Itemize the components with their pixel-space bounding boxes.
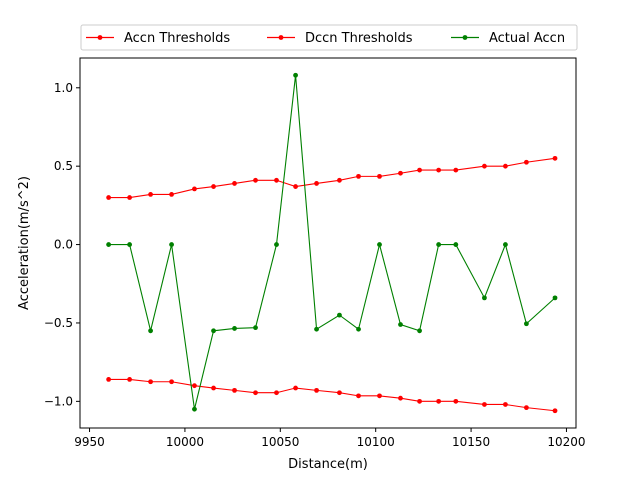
data-point-accn-thresholds bbox=[356, 173, 361, 179]
data-point-accn-thresholds bbox=[293, 184, 298, 189]
data-point-accn-thresholds bbox=[274, 177, 279, 183]
data-point-dccn-thresholds bbox=[377, 393, 382, 399]
x-tick-label: 10150 bbox=[452, 435, 490, 449]
data-point-accn-thresholds bbox=[211, 184, 216, 189]
data-point-actual-accn bbox=[417, 328, 422, 334]
data-point-accn-thresholds bbox=[398, 170, 403, 176]
data-point-actual-accn bbox=[356, 326, 361, 332]
x-tick-label: 9950 bbox=[74, 435, 105, 449]
data-point-actual-accn bbox=[293, 72, 298, 78]
y-axis: −1.0 −0.5 0.0 0.5 1.0 bbox=[44, 81, 80, 408]
data-point-accn-thresholds bbox=[106, 195, 112, 200]
data-point-dccn-thresholds bbox=[503, 402, 508, 407]
data-point-dccn-thresholds bbox=[211, 385, 216, 391]
data-point-actual-accn bbox=[503, 242, 508, 247]
data-point-accn-thresholds bbox=[314, 181, 319, 186]
x-tick-label: 10100 bbox=[357, 435, 395, 449]
x-axis: 9950 10000 10050 10100 10150 10200 bbox=[74, 428, 586, 449]
series-line-dccn-thresholds bbox=[108, 378, 556, 412]
data-point-accn-thresholds bbox=[482, 163, 487, 169]
x-tick-label: 10000 bbox=[166, 435, 204, 449]
data-point-dccn-thresholds bbox=[192, 383, 197, 389]
data-point-accn-thresholds bbox=[232, 181, 237, 186]
data-point-dccn-thresholds bbox=[436, 398, 442, 404]
data-point-actual-accn bbox=[524, 321, 529, 327]
data-point-actual-accn bbox=[453, 242, 459, 247]
data-point-actual-accn bbox=[436, 242, 442, 247]
data-point-actual-accn bbox=[232, 326, 237, 331]
data-point-accn-thresholds bbox=[169, 191, 174, 197]
data-point-dccn-thresholds bbox=[253, 390, 258, 396]
data-point-dccn-thresholds bbox=[232, 387, 237, 393]
data-point-dccn-thresholds bbox=[482, 402, 487, 407]
y-tick-label: 1.0 bbox=[54, 81, 73, 95]
data-point-accn-thresholds bbox=[436, 167, 442, 173]
data-point-accn-thresholds bbox=[453, 167, 459, 173]
data-point-dccn-thresholds bbox=[552, 408, 558, 414]
legend-marker bbox=[278, 35, 284, 40]
data-point-dccn-thresholds bbox=[274, 390, 279, 396]
data-point-actual-accn bbox=[169, 242, 174, 247]
data-point-dccn-thresholds bbox=[398, 395, 403, 401]
legend-box bbox=[80, 24, 578, 51]
data-point-accn-thresholds bbox=[377, 173, 382, 179]
data-point-dccn-thresholds bbox=[337, 390, 342, 396]
data-point-actual-accn bbox=[377, 242, 382, 247]
data-point-dccn-thresholds bbox=[106, 376, 112, 382]
legend-label: Accn Thresholds bbox=[124, 31, 230, 46]
legend-marker bbox=[462, 35, 468, 40]
x-tick-label: 10050 bbox=[261, 435, 299, 449]
data-point-actual-accn bbox=[148, 328, 153, 334]
data-point-actual-accn bbox=[482, 295, 487, 301]
legend-label: Actual Accn bbox=[489, 31, 565, 46]
data-point-actual-accn bbox=[398, 322, 403, 327]
data-point-actual-accn bbox=[106, 242, 112, 247]
data-point-accn-thresholds bbox=[503, 163, 508, 169]
series-layer bbox=[106, 72, 558, 414]
data-point-actual-accn bbox=[253, 325, 258, 331]
plot-frame bbox=[79, 57, 577, 429]
data-point-accn-thresholds bbox=[417, 167, 422, 173]
data-point-actual-accn bbox=[552, 295, 558, 301]
legend-marker bbox=[97, 35, 103, 40]
series-line-accn-thresholds bbox=[108, 157, 556, 199]
data-point-accn-thresholds bbox=[524, 159, 529, 165]
data-point-dccn-thresholds bbox=[127, 376, 132, 382]
data-point-actual-accn bbox=[337, 312, 342, 318]
data-point-dccn-thresholds bbox=[293, 385, 298, 391]
data-point-accn-thresholds bbox=[127, 195, 132, 200]
data-point-actual-accn bbox=[211, 328, 216, 334]
data-point-dccn-thresholds bbox=[417, 398, 422, 404]
y-axis-label: Acceleration(m/s^2) bbox=[17, 176, 32, 310]
series-line-actual-accn bbox=[108, 75, 556, 410]
data-point-accn-thresholds bbox=[148, 191, 153, 197]
data-point-dccn-thresholds bbox=[148, 379, 153, 385]
y-tick-label: −1.0 bbox=[44, 394, 73, 408]
data-point-accn-thresholds bbox=[192, 186, 197, 192]
y-tick-label: 0.5 bbox=[54, 159, 73, 173]
data-point-dccn-thresholds bbox=[169, 379, 174, 385]
legend-label: Dccn Thresholds bbox=[305, 31, 413, 46]
data-point-actual-accn bbox=[274, 242, 279, 247]
y-tick-label: −0.5 bbox=[44, 316, 73, 330]
data-point-dccn-thresholds bbox=[524, 405, 529, 411]
legend: Accn Thresholds Dccn Thresholds Actual Acc… bbox=[80, 24, 578, 51]
plot-area bbox=[80, 58, 576, 428]
data-point-actual-accn bbox=[192, 406, 197, 412]
data-point-dccn-thresholds bbox=[314, 387, 319, 393]
y-tick-label: 0.0 bbox=[54, 238, 73, 252]
x-axis-label: Distance(m) bbox=[288, 457, 368, 472]
data-point-accn-thresholds bbox=[253, 177, 258, 183]
data-point-dccn-thresholds bbox=[356, 393, 361, 399]
data-point-dccn-thresholds bbox=[453, 398, 459, 404]
x-tick-label: 10200 bbox=[547, 435, 585, 449]
data-point-actual-accn bbox=[314, 326, 319, 332]
data-point-actual-accn bbox=[127, 242, 132, 247]
data-point-accn-thresholds bbox=[337, 177, 342, 183]
data-point-accn-thresholds bbox=[552, 155, 558, 161]
